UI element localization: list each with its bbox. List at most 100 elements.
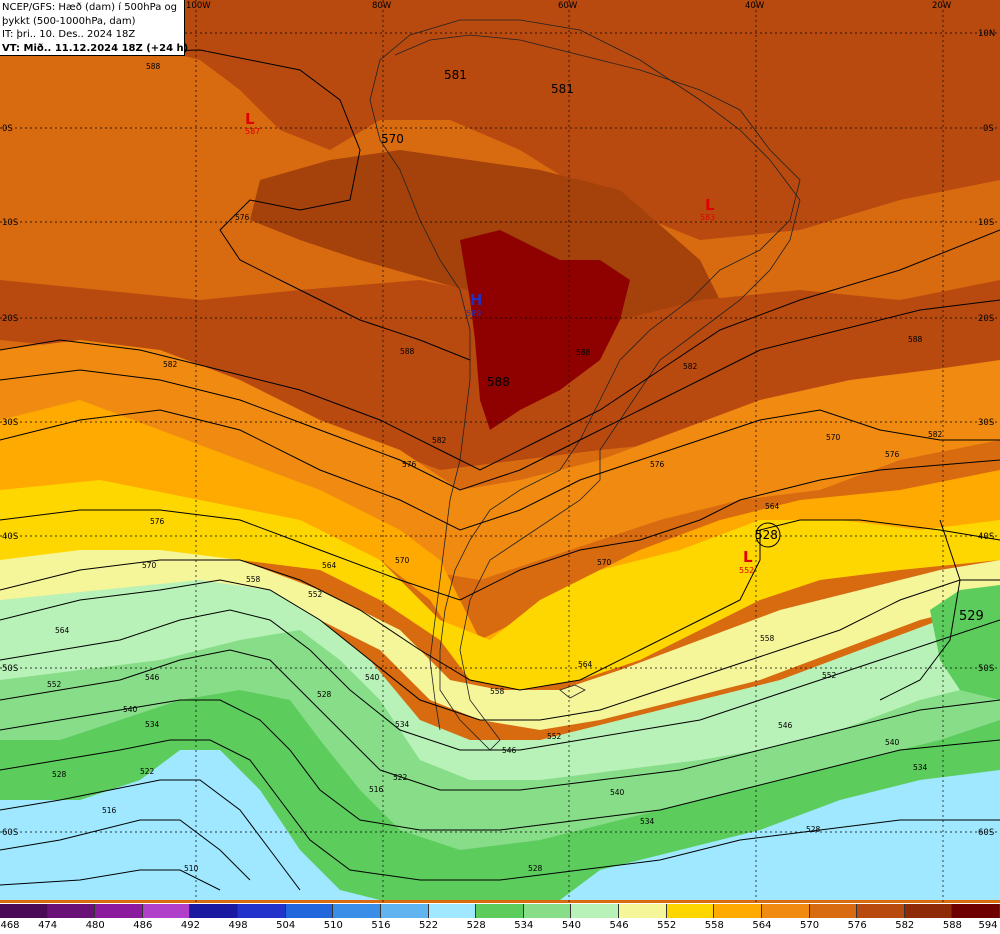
- weather-map: 100W 80W 60W 40W 20W 0S 10S 20S 30S 40S …: [0, 0, 1000, 903]
- contour-label: 534: [640, 817, 655, 826]
- color-scale-label: 492: [180, 920, 201, 931]
- header-line-model: NCEP/GFS: Hæð (dam) í 500hPa og: [2, 2, 177, 13]
- color-scale-swatch: [904, 904, 953, 918]
- contour-label: 588: [400, 347, 415, 356]
- contour-label: 570: [597, 558, 612, 567]
- contour-label: 570: [826, 433, 841, 442]
- color-scale-label: 510: [323, 920, 343, 931]
- color-scale-swatch: [666, 904, 715, 918]
- color-scale-label: 582: [895, 920, 915, 931]
- color-scale-label: 552: [657, 920, 677, 931]
- contour-label: 588: [576, 348, 591, 357]
- low-marker: L: [245, 110, 255, 128]
- lat-label: 10S: [978, 218, 994, 228]
- contour-label: 552: [547, 732, 562, 741]
- color-scale-label: 558: [704, 920, 724, 931]
- lat-label: 20S: [978, 314, 994, 324]
- color-scale-label: 588: [942, 920, 962, 931]
- color-scale-swatch: [95, 904, 143, 918]
- lon-label: 80W: [372, 1, 392, 11]
- field-label: 529: [959, 609, 984, 624]
- contour-label: 534: [913, 763, 928, 772]
- contour-label: 564: [55, 626, 70, 635]
- high-marker: H: [470, 291, 483, 309]
- field-band-588: [460, 230, 630, 430]
- contour-label: 552: [822, 671, 837, 680]
- lat-label: 50S: [978, 664, 994, 674]
- header-line-init-time: IT: þri.. 10. Des.. 2024 18Z: [2, 29, 136, 40]
- color-scale-label: 474: [38, 920, 58, 931]
- contour-label: 570: [395, 556, 410, 565]
- contour-label: 576: [402, 460, 417, 469]
- color-scale-label: 468: [0, 920, 20, 931]
- color-scale-label: 516: [371, 920, 391, 931]
- color-scale-swatch: [809, 904, 858, 918]
- contour-label: 534: [395, 720, 410, 729]
- contour-label: 546: [145, 673, 160, 682]
- contour-label: 516: [369, 785, 384, 794]
- contour-label: 558: [246, 575, 261, 584]
- contour-label: 552: [47, 680, 62, 689]
- color-scale-swatch: [952, 904, 1000, 918]
- color-scale-bar: 468 474 480 486 492 498 504 510 516 522 528 534 540 5…: [0, 903, 1000, 934]
- contour-label: 588: [146, 62, 161, 71]
- color-scale-label: 540: [561, 920, 581, 931]
- contour-label: 510: [184, 864, 199, 873]
- lat-label: 30S: [2, 418, 18, 428]
- lon-label: 60W: [558, 1, 578, 11]
- contour-label: 546: [502, 746, 517, 755]
- field-label: 528: [755, 528, 778, 542]
- contour-labels: 588 576 582 588 582 576 576 570 570 564 …: [47, 62, 943, 873]
- color-scale-swatch: [190, 904, 239, 918]
- contour-label: 522: [393, 773, 408, 782]
- contour-label: 546: [778, 721, 793, 730]
- contour-label: 582: [432, 436, 447, 445]
- contour-label: 576: [150, 517, 165, 526]
- contour-label: 582: [928, 430, 943, 439]
- color-scale-label: 504: [276, 920, 296, 931]
- color-scale-swatch: [619, 904, 667, 918]
- contour-label: 552: [308, 590, 323, 599]
- contour-label: 564: [578, 660, 593, 669]
- color-scale-label: 522: [419, 920, 439, 931]
- color-scale-swatch: [714, 904, 762, 918]
- low-value: 587: [245, 127, 260, 136]
- color-scale-label: 480: [85, 920, 105, 931]
- lat-label: 60S: [2, 828, 18, 838]
- color-scale-swatch: [0, 904, 48, 918]
- color-scale-label: 498: [228, 920, 248, 931]
- color-scale-swatch: [571, 904, 620, 918]
- lat-label: 40S: [978, 532, 994, 542]
- contour-label: 540: [885, 738, 900, 747]
- field-band-558: [0, 400, 1000, 660]
- contour-label: 528: [806, 825, 821, 834]
- contour-label: 558: [760, 634, 775, 643]
- map-header: NCEP/GFS: Hæð (dam) í 500hPa og þykkt (5…: [0, 0, 189, 56]
- field-label: 581: [444, 68, 467, 82]
- color-scale-label: 486: [133, 920, 153, 931]
- color-scale-label: 576: [847, 920, 867, 931]
- lon-label: 40W: [745, 1, 765, 11]
- contour-label: 528: [52, 770, 67, 779]
- contour-label: 534: [145, 720, 160, 729]
- field-band-529: [930, 585, 1000, 700]
- contour-label: 576: [235, 213, 250, 222]
- contour-label: 540: [610, 788, 625, 797]
- falkland-islands: [559, 684, 586, 699]
- contour-label: 564: [322, 561, 337, 570]
- contour-label: 528: [317, 690, 332, 699]
- color-scale-label: 564: [752, 920, 772, 931]
- contour-label: 564: [765, 502, 780, 511]
- color-scale-swatch: [428, 904, 477, 918]
- color-scale-label: 570: [799, 920, 820, 931]
- lat-label: 60S: [978, 828, 994, 838]
- contour-label: 576: [885, 450, 900, 459]
- lat-label: 10S: [2, 218, 18, 228]
- lat-label: 30S: [978, 418, 994, 428]
- lon-label: 20W: [932, 1, 952, 11]
- high-value: 589: [466, 309, 481, 318]
- lat-label: 20S: [2, 314, 18, 324]
- color-scale-swatch: [285, 904, 334, 918]
- header-line-valid-time: VT: Mið.. 11.12.2024 18Z (+24 h): [2, 42, 189, 54]
- coastline: [369, 19, 801, 751]
